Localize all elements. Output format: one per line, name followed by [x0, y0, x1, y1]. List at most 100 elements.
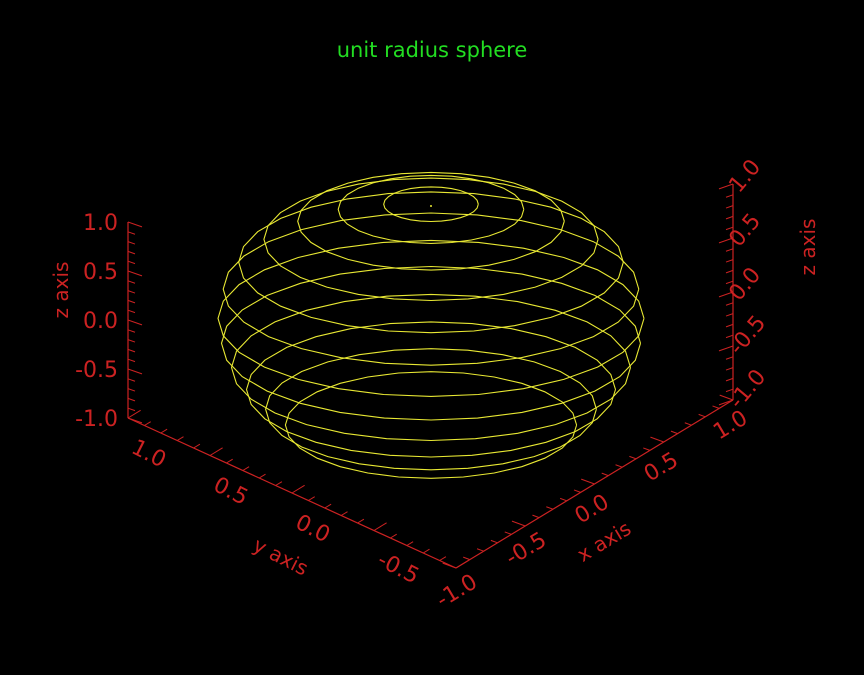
- z-axis-left-tick: [127, 250, 136, 255]
- z-axis-right-tick: [725, 323, 734, 328]
- y-axis-tick: [144, 421, 151, 426]
- x-axis-tick: [712, 405, 720, 409]
- z-axis-left-tick: [127, 378, 136, 382]
- z-axis-right-tick: [725, 205, 734, 209]
- x-axis-tick: [684, 422, 692, 426]
- y-axis-tick: [193, 443, 201, 449]
- contour-ring: [222, 212, 640, 366]
- contour-ring: [337, 174, 525, 244]
- x-tick-label: -0.5: [501, 528, 551, 572]
- x-axis-tick: [511, 520, 526, 527]
- z-axis-right-tick: [718, 291, 734, 298]
- z-axis-right-tick: [725, 377, 734, 382]
- y-axis-tick: [242, 466, 250, 471]
- x-axis-tick: [601, 472, 609, 477]
- z-axis-left-tick: [127, 358, 136, 363]
- y-axis-tick: [176, 436, 184, 441]
- z-axis-left-tick: [127, 309, 136, 314]
- x-axis-tick: [615, 464, 623, 468]
- z-axis-left-label: z axis: [49, 262, 73, 319]
- y-axis-tick: [275, 481, 283, 486]
- x-tick-label: 1.0: [709, 406, 752, 445]
- y-tick-label: 0.0: [291, 510, 334, 548]
- y-tick-label: 0.5: [209, 473, 252, 511]
- z-axis-right-tick: [725, 356, 734, 360]
- z-axis-left-tick: [127, 280, 136, 284]
- z-axis-right-tick: [725, 313, 734, 317]
- sphere-surface: [217, 171, 645, 479]
- z-axis-right-tick: [725, 334, 734, 339]
- z-axis-right-tick: [718, 183, 734, 190]
- z-axis-left-tick: [127, 388, 136, 392]
- y-axis-tick: [308, 496, 315, 501]
- y-axis-tick: [439, 556, 447, 561]
- y-axis-tick: [258, 473, 266, 479]
- x-axis-tick: [643, 447, 651, 451]
- z-axis-right-tick: [725, 259, 734, 263]
- contour-ring: [263, 177, 599, 302]
- z-axis-right-tick: [725, 388, 734, 393]
- contour-ring: [220, 265, 642, 421]
- contour-ring: [383, 186, 479, 223]
- x-axis-tick: [504, 531, 512, 535]
- chart-title: unit radius sphere: [337, 38, 528, 62]
- x-tick-label: 0.0: [571, 490, 614, 529]
- z-axis-left-tick: [127, 299, 136, 304]
- x-axis-tick: [629, 455, 637, 460]
- x-axis-tick: [698, 413, 706, 418]
- z-left-tick-label: -1.0: [75, 407, 118, 432]
- z-axis-left-tick: [127, 407, 136, 412]
- z-axis-left-tick: [127, 260, 136, 265]
- z-right-tick-label: 0.0: [724, 263, 766, 306]
- z-axis-right-tick: [725, 248, 734, 252]
- x-tick-label: 0.5: [640, 448, 683, 487]
- z-axis-right-label: z axis: [796, 219, 820, 276]
- y-axis-tick: [226, 458, 233, 464]
- x-tick-label: -1.0: [432, 570, 482, 614]
- z-axis-left-tick: [127, 417, 143, 424]
- z-axis-left-tick: [127, 339, 136, 343]
- z-left-tick-label: 0.0: [83, 309, 118, 334]
- x-axis-tick: [463, 556, 471, 561]
- z-right-tick-label: -0.5: [724, 311, 771, 360]
- z-axis-right-tick: [725, 302, 734, 306]
- z-axis-right-tick: [725, 226, 734, 231]
- z-left-tick-label: -0.5: [75, 358, 118, 383]
- y-axis-tick: [390, 533, 397, 539]
- y-axis-tick: [357, 518, 365, 524]
- x-axis-tick: [476, 548, 484, 552]
- x-axis-tick: [650, 436, 664, 443]
- x-axis-tick: [719, 394, 734, 401]
- y-axis-tick: [324, 503, 332, 509]
- x-axis-tick: [442, 562, 457, 569]
- y-axis-tick: [160, 428, 168, 434]
- contour-ring: [217, 239, 645, 397]
- z-axis-left-tick: [127, 290, 136, 294]
- x-axis-tick: [670, 430, 678, 435]
- contour-ring: [238, 191, 624, 334]
- y-axis-label: y axis: [249, 533, 312, 581]
- z-right-tick-label: 1.0: [724, 155, 766, 198]
- x-axis-tick: [559, 497, 567, 502]
- x-axis-tick: [532, 514, 540, 519]
- z-axis-left-tick: [127, 397, 136, 402]
- z-axis-right-tick: [718, 345, 734, 352]
- z-axis-left-tick: [127, 221, 143, 228]
- contour-ring: [245, 321, 617, 458]
- contour-ring: [297, 171, 565, 271]
- y-tick-label: -0.5: [373, 548, 423, 590]
- x-axis-tick: [573, 489, 581, 493]
- sphere-top-point: [430, 205, 432, 207]
- z-left-tick-label: 1.0: [83, 211, 118, 236]
- contour-ring: [265, 348, 597, 471]
- z-axis-right-tick: [725, 194, 734, 198]
- z-axis-left-tick: [127, 319, 143, 326]
- z-axis-left-tick: [127, 348, 136, 353]
- z-axis-right-tick: [718, 399, 734, 406]
- z-left-tick-label: 0.5: [83, 260, 118, 285]
- y-axis-tick: [209, 447, 223, 456]
- z-axis-left-tick: [127, 329, 136, 333]
- z-right-tick-label: 0.5: [724, 209, 766, 252]
- contour-ring: [230, 293, 632, 442]
